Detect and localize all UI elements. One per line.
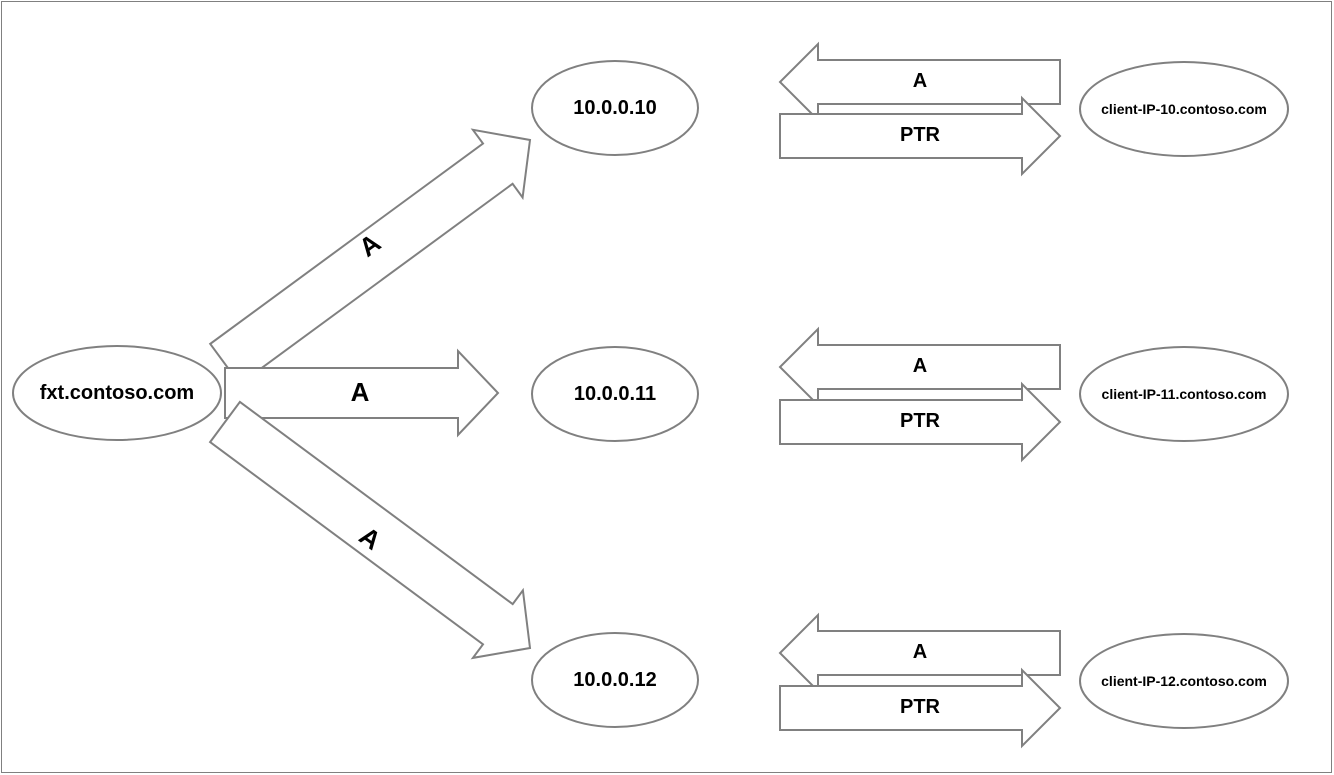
diagram-svg <box>0 0 1334 775</box>
